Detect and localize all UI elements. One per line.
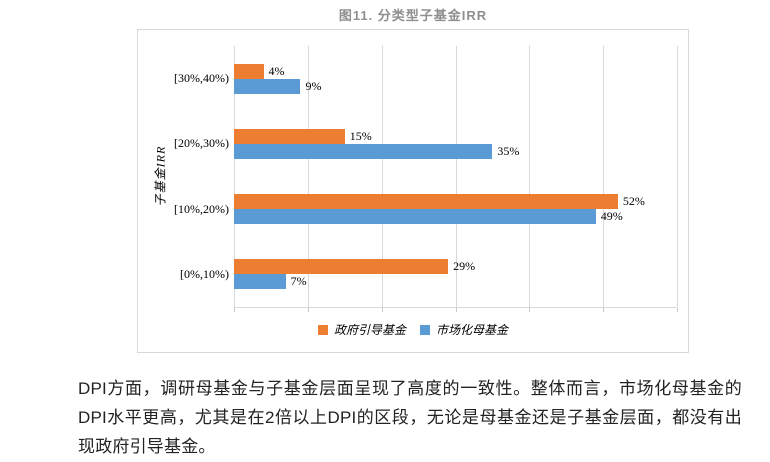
bar-row: 4% (234, 63, 677, 79)
legend-label: 政府引导基金 (333, 323, 406, 337)
x-axis-tick (307, 308, 309, 312)
bar-value-label: 15% (349, 128, 372, 143)
gridline (234, 46, 235, 307)
category-label: [10%,20%) (174, 201, 229, 216)
legend-label: 市场化母基金 (436, 323, 509, 337)
x-axis-tick (381, 308, 383, 312)
bar-政府引导基金 (234, 63, 264, 79)
bar-市场化母基金 (234, 143, 493, 159)
x-axis-tick (677, 308, 678, 312)
bar-value-label: 7% (290, 274, 307, 289)
category-label: [0%,10%) (180, 266, 229, 281)
legend-swatch-icon (420, 324, 430, 335)
x-axis-tick (603, 308, 605, 312)
x-axis-tick (234, 308, 235, 312)
bar-row: 7% (234, 274, 677, 290)
bar-row: 52% (234, 194, 677, 210)
gridline (381, 46, 383, 307)
bar-value-label: 52% (622, 194, 645, 209)
bar-value-label: 29% (453, 259, 476, 274)
bar-row: 29% (234, 259, 677, 275)
category-label: [20%,30%) (174, 136, 229, 151)
x-axis-tick (529, 308, 531, 312)
legend-item: 市场化母基金 (420, 321, 508, 338)
figure-title: 图11. 分类型子基金IRR (338, 8, 488, 23)
chart-area: 子基金IRR [30%,40%) [20%,30%) [10%,20%) [0%,10… (137, 29, 689, 353)
bar-市场化母基金 (234, 274, 286, 290)
gridline (455, 46, 457, 307)
category-label: [30%,40%) (174, 71, 229, 86)
bar-value-label: 4% (268, 63, 285, 78)
bar-市场化母基金 (234, 78, 301, 94)
bar-市场化母基金 (234, 209, 596, 225)
bar-row: 49% (234, 209, 677, 225)
gridline (307, 46, 309, 307)
x-axis-line (234, 307, 677, 308)
paragraph: DPI方面，调研母基金与子基金层面呈现了高度的一致性。整体而言，市场化母基金的D… (78, 379, 742, 456)
bar-政府引导基金 (234, 128, 345, 144)
legend-item: 政府引导基金 (317, 321, 406, 338)
bar-row: 9% (234, 78, 677, 94)
bar-政府引导基金 (234, 259, 449, 275)
gridline (529, 46, 531, 307)
bar-value-label: 9% (305, 78, 322, 93)
bar-row: 15% (234, 128, 677, 144)
gridline (677, 46, 678, 307)
bar-value-label: 35% (497, 143, 520, 158)
bar-政府引导基金 (234, 194, 618, 210)
gridline (603, 46, 605, 307)
bar-value-label: 49% (600, 209, 623, 224)
x-axis-tick (455, 308, 457, 312)
legend: 政府引导基金 市场化母基金 (138, 321, 688, 338)
bar-row: 35% (234, 143, 677, 159)
plot-area: 4% 9% 15% 35% 52% 49% 29% 7% (234, 46, 678, 312)
legend-swatch-icon (317, 324, 328, 335)
